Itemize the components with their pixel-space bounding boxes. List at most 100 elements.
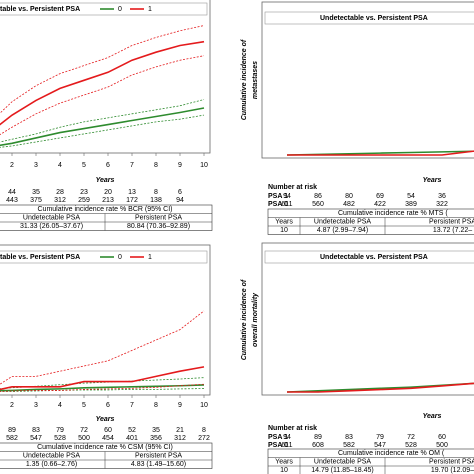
risk-count: 8 (154, 189, 158, 196)
x-tick-label: 5 (82, 162, 86, 169)
x-axis-label: Years (96, 416, 115, 423)
x-tick-label: 8 (154, 402, 158, 409)
table-header: Persistent PSA (429, 459, 474, 466)
risk-count: 35 (32, 189, 40, 196)
risk-count: 611 (281, 442, 292, 449)
plot-frame (0, 244, 211, 396)
ci-line (0, 25, 205, 114)
y-axis-label: Cumulative incidence of (241, 39, 248, 120)
x-tick-label: 4 (58, 162, 62, 169)
risk-count: 20 (104, 189, 112, 196)
risk-count: 89 (314, 434, 322, 441)
risk-count: 213 (102, 197, 114, 204)
risk-count: 23 (80, 189, 88, 196)
risk-count: 443 (6, 197, 18, 204)
legend-label: 1 (148, 254, 152, 261)
table-title: Cumulative incidence rate % MTS ( (338, 210, 448, 217)
x-tick-label: 9 (178, 402, 182, 409)
risk-count: 86 (314, 193, 322, 200)
risk-row-label: PSA 0 (268, 442, 288, 449)
risk-count: 69 (376, 193, 384, 200)
legend-box (0, 2, 208, 16)
y-axis-label: Cumulative incidence of (241, 279, 248, 360)
risk-count: 500 (436, 442, 448, 449)
risk-count: 547 (30, 435, 42, 442)
risk-row-label: PSA 1 (268, 434, 288, 441)
table-cell: 14.79 (11.85–18.45) (311, 467, 374, 474)
risk-row-label: PSA 0 (268, 201, 288, 208)
risk-count: 8 (202, 427, 206, 434)
risk-count: 60 (104, 427, 112, 434)
risk-count: 528 (405, 442, 417, 449)
risk-count: 259 (78, 197, 90, 204)
risk-count: 44 (8, 189, 16, 196)
risk-count: 80 (345, 193, 353, 200)
ci-line (0, 310, 205, 385)
ci-line (0, 114, 205, 148)
risk-count: 422 (374, 201, 386, 208)
table-cell: 4.83 (1.49–15.60) (131, 461, 186, 468)
x-tick-label: 9 (178, 162, 182, 169)
risk-count: 454 (102, 435, 114, 442)
legend-box (264, 11, 474, 25)
legend-label: 0 (118, 254, 122, 261)
table-header: Years (275, 459, 293, 466)
risk-count: 482 (343, 201, 355, 208)
risk-count: 528 (54, 435, 66, 442)
risk-count: 547 (374, 442, 386, 449)
risk-row-label: PSA 1 (268, 193, 288, 200)
incidence-line (287, 150, 474, 156)
x-tick-label: 3 (34, 402, 38, 409)
incidence-line (0, 366, 205, 391)
risk-title: Number at risk (268, 184, 317, 191)
risk-count: 35 (152, 427, 160, 434)
x-tick-label: 8 (154, 162, 158, 169)
x-tick-label: 3 (34, 162, 38, 169)
risk-count: 72 (407, 434, 415, 441)
x-tick-label: 10 (200, 402, 208, 409)
table-title: Cumulative incidence rate % BCR (95% CI) (38, 206, 173, 213)
x-tick-label: 6 (106, 402, 110, 409)
risk-count: 89 (8, 427, 16, 434)
x-tick-label: 4 (58, 402, 62, 409)
risk-count: 21 (176, 427, 184, 434)
incidence-line (0, 107, 205, 147)
risk-count: 138 (150, 197, 162, 204)
incidence-line (0, 384, 205, 392)
table-header: Persistent PSA (135, 215, 182, 222)
risk-count: 94 (176, 197, 184, 204)
table-header: Years (275, 219, 293, 226)
plot-frame (261, 242, 474, 396)
x-tick-label: 2 (10, 162, 14, 169)
table-cell: 4.87 (2.99–7.94) (317, 227, 368, 234)
risk-count: 79 (56, 427, 64, 434)
risk-count: 582 (343, 442, 355, 449)
risk-count: 172 (126, 197, 138, 204)
x-axis-label: Years (423, 413, 442, 420)
risk-count: 401 (126, 435, 138, 442)
x-tick-label: 6 (106, 162, 110, 169)
risk-count: 389 (405, 201, 417, 208)
risk-count: 608 (312, 442, 324, 449)
risk-count: 13 (128, 189, 136, 196)
incidence-line (286, 150, 474, 156)
table-header: Persistent PSA (429, 219, 474, 226)
table-header: Undetectable PSA (314, 459, 372, 466)
x-axis-label: Years (423, 177, 442, 184)
risk-title: Number at risk (268, 425, 317, 432)
table-box (267, 208, 474, 235)
table-title: Cumulative incidence rate % CSM (95% CI) (37, 444, 173, 451)
table-header: Persistent PSA (135, 453, 182, 460)
risk-count: 94 (283, 434, 291, 441)
legend-label: 0 (118, 6, 122, 13)
risk-count: 500 (78, 435, 90, 442)
plot-frame (261, 1, 474, 159)
x-axis-label: Years (96, 177, 115, 184)
ci-line (0, 99, 205, 143)
ci-line (0, 383, 205, 392)
table-cell: 80.84 (70.36–92.89) (127, 223, 190, 230)
risk-count: 94 (283, 193, 291, 200)
risk-count: 322 (436, 201, 448, 208)
table-box (267, 448, 474, 474)
